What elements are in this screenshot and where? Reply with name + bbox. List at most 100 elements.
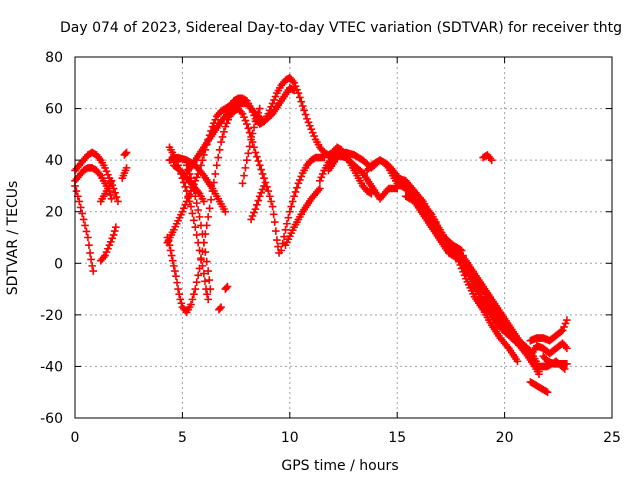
- data-point: [217, 138, 225, 146]
- data-point: [194, 271, 202, 280]
- data-point: [107, 176, 116, 185]
- data-point: [168, 256, 177, 265]
- data-point: [301, 110, 310, 119]
- data-point: [122, 164, 131, 172]
- series-arc-31: [526, 339, 571, 360]
- data-point: [187, 300, 195, 309]
- series-arc-6: [118, 164, 131, 182]
- data-point: [206, 285, 215, 293]
- data-point: [243, 156, 251, 164]
- data-point: [182, 187, 191, 195]
- data-point: [260, 174, 268, 182]
- series-arc-4: [96, 223, 120, 265]
- data-point: [320, 153, 328, 162]
- data-point: [254, 157, 263, 165]
- y-tick-label: 80: [45, 50, 63, 66]
- data-point: [84, 233, 92, 242]
- data-point: [172, 272, 180, 280]
- data-point: [291, 188, 300, 196]
- data-point: [260, 182, 268, 190]
- series-arc-11: [165, 153, 230, 216]
- data-point: [110, 227, 119, 235]
- data-point: [82, 227, 91, 236]
- data-point: [75, 197, 84, 206]
- data-point: [195, 213, 204, 221]
- data-point: [563, 360, 571, 368]
- series-arc-3: [71, 182, 98, 275]
- data-point: [245, 142, 254, 151]
- series-arc-17: [238, 104, 264, 188]
- chart-title: Day 074 of 2023, Sidereal Day-to-day VTE…: [60, 20, 622, 36]
- x-tick-label: 10: [281, 430, 299, 446]
- data-point: [109, 231, 118, 239]
- data-point: [188, 209, 197, 218]
- data-point: [175, 290, 183, 299]
- data-point: [188, 295, 197, 304]
- data-point: [283, 219, 291, 228]
- data-point: [74, 192, 82, 201]
- data-point: [267, 197, 275, 206]
- data-point: [367, 189, 376, 198]
- data-point: [250, 143, 258, 152]
- data-point: [277, 246, 286, 255]
- data-point: [460, 256, 469, 265]
- data-point: [204, 295, 212, 304]
- data-point: [112, 193, 121, 201]
- data-point: [238, 179, 247, 188]
- data-point: [185, 197, 194, 206]
- data-point: [257, 165, 265, 174]
- data-point: [269, 210, 278, 219]
- series-arc-7: [120, 148, 131, 159]
- data-point: [171, 267, 179, 275]
- y-tick-labels: -60 -40 -20 0 20 40 60 80: [40, 50, 63, 427]
- data-point: [263, 182, 271, 191]
- y-tick-label: -40: [40, 359, 63, 375]
- y-tick-label: 0: [54, 256, 63, 272]
- series-arc-30: [526, 316, 571, 345]
- data-point: [190, 290, 198, 299]
- data-point: [191, 285, 200, 293]
- data-point: [180, 178, 188, 187]
- data-point: [284, 213, 293, 222]
- data-point: [176, 295, 185, 304]
- data-point: [201, 248, 210, 256]
- data-point: [201, 277, 209, 286]
- data-point: [316, 184, 324, 193]
- data-point: [272, 227, 280, 235]
- data-point: [254, 196, 263, 205]
- data-point: [253, 152, 261, 161]
- y-tick-label: 60: [45, 102, 63, 118]
- data-point: [248, 129, 257, 138]
- data-point: [215, 146, 224, 154]
- data-point: [300, 106, 308, 115]
- data-point: [78, 209, 86, 218]
- data-point: [296, 93, 304, 102]
- data-point: [86, 249, 94, 257]
- data-point: [221, 207, 230, 216]
- plot-frame: [74, 56, 613, 419]
- data-point: [122, 148, 131, 157]
- data-point: [218, 133, 227, 141]
- data-point: [535, 370, 543, 378]
- data-point: [181, 182, 190, 191]
- data-point: [543, 388, 552, 397]
- data-point: [197, 254, 205, 262]
- data-point: [205, 276, 214, 284]
- y-tick-label: 20: [45, 205, 63, 221]
- data-point: [170, 262, 178, 270]
- x-tick-label: 25: [603, 430, 621, 446]
- data-point: [251, 117, 260, 126]
- data-point: [198, 247, 207, 256]
- series-arc-15: [215, 303, 225, 314]
- data-point: [167, 251, 176, 260]
- data-point: [85, 241, 93, 250]
- data-point: [211, 170, 220, 178]
- data-point: [207, 195, 215, 204]
- data-point: [200, 197, 208, 206]
- data-point: [286, 207, 294, 216]
- data-point: [270, 218, 279, 226]
- data-point: [200, 269, 208, 278]
- series-arc-25: [401, 192, 522, 366]
- data-point: [244, 124, 253, 133]
